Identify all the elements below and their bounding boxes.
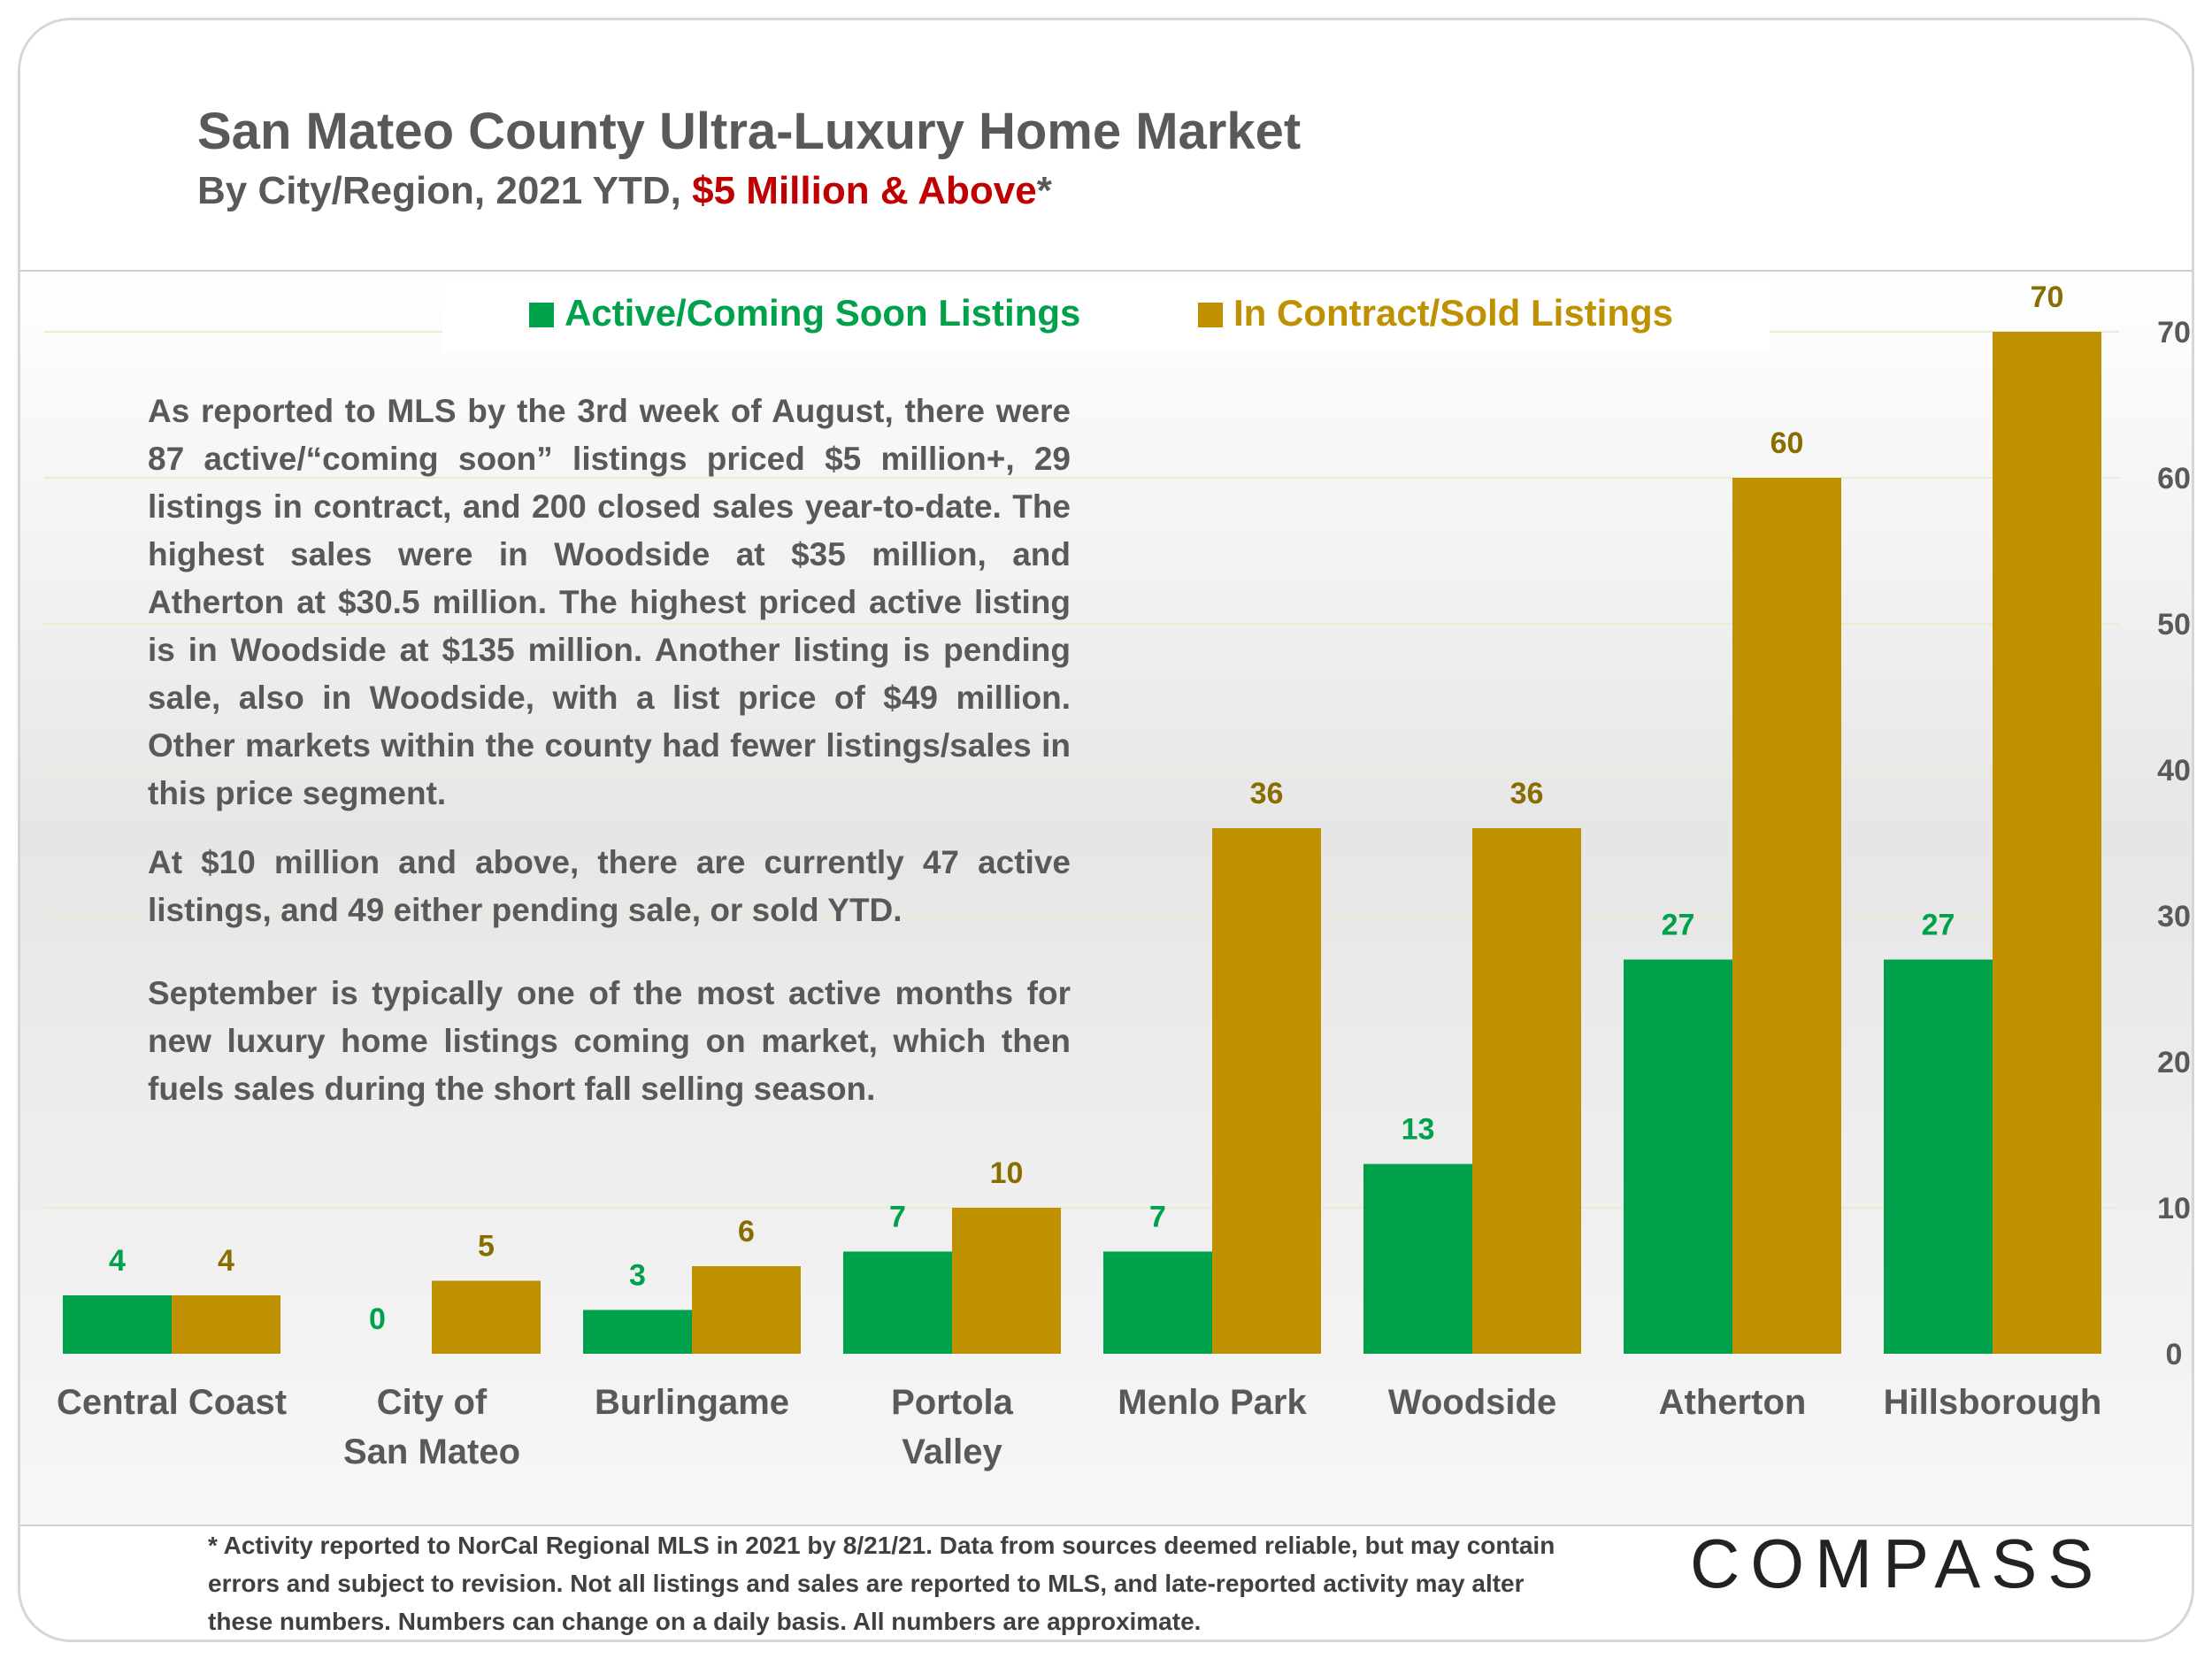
x-category-label: Portola Valley	[891, 1383, 1014, 1471]
active-data-label: 0	[369, 1302, 386, 1336]
x-category-line: Central Coast	[57, 1383, 287, 1422]
sold-data-label: 36	[1250, 777, 1284, 810]
sold-bar	[1993, 332, 2101, 1354]
legend-sold-swatch	[1198, 303, 1223, 327]
note-paragraph-3: September is typically one of the most a…	[148, 975, 1071, 1107]
x-category-label: Hillsborough	[1884, 1383, 2102, 1422]
x-category-label: Woodside	[1388, 1383, 1556, 1422]
active-data-label: 7	[1149, 1201, 1166, 1234]
active-data-label: 4	[109, 1244, 126, 1278]
sold-bar	[1732, 478, 1841, 1354]
chart-subtitle: By City/Region, 2021 YTD, $5 Million & A…	[197, 169, 1052, 213]
subtitle-highlight: $5 Million & Above	[692, 169, 1037, 212]
x-category-line: Portola	[891, 1383, 1014, 1422]
legend: Active/Coming Soon Listings In Contract/S…	[442, 281, 1770, 352]
x-category-line: Valley	[902, 1432, 1002, 1471]
note-paragraph-2: At $10 million and above, there are curr…	[148, 844, 1071, 928]
subtitle-suffix: *	[1036, 169, 1052, 212]
compass-logo: COMPASS	[1690, 1525, 2105, 1602]
sold-data-label: 60	[1770, 426, 1804, 460]
active-data-label: 27	[1922, 909, 1955, 942]
y-tick-label: 0	[2166, 1338, 2183, 1371]
y-tick-label: 30	[2157, 900, 2191, 933]
y-tick-label: 10	[2157, 1192, 2191, 1225]
sold-bar	[172, 1295, 280, 1354]
active-bar	[583, 1310, 692, 1354]
x-category-line: Burlingame	[595, 1383, 789, 1422]
y-tick-label: 60	[2157, 462, 2191, 495]
sold-bar	[1472, 828, 1581, 1354]
sold-data-label: 10	[990, 1156, 1024, 1190]
active-bar	[1624, 959, 1732, 1354]
active-data-label: 13	[1402, 1113, 1435, 1147]
chart-title: San Mateo County Ultra-Luxury Home Marke…	[197, 103, 1302, 160]
active-bar	[1103, 1251, 1212, 1354]
x-category-label: Atherton	[1659, 1383, 1807, 1422]
sold-bar	[952, 1208, 1061, 1354]
active-data-label: 3	[629, 1259, 646, 1293]
x-category-label: City of San Mateo	[343, 1383, 520, 1471]
y-tick-label: 40	[2157, 754, 2191, 787]
active-data-label: 7	[889, 1201, 906, 1234]
x-category-line: Hillsborough	[1884, 1383, 2102, 1422]
x-category-label: Central Coast	[57, 1383, 287, 1422]
y-tick-label: 70	[2157, 316, 2191, 349]
x-category-label: Burlingame	[595, 1383, 789, 1422]
commentary-text: As reported to MLS by the 3rd week of Au…	[148, 388, 1071, 1134]
footnote: * Activity reported to NorCal Regional M…	[208, 1532, 1555, 1635]
active-bar	[1884, 959, 1993, 1354]
legend-sold-label: In Contract/Sold Listings	[1233, 292, 1673, 334]
x-category-line: Woodside	[1388, 1383, 1556, 1422]
active-bar	[1363, 1164, 1472, 1354]
sold-bar	[432, 1280, 541, 1354]
x-axis-categories: Central Coast City of San Mateo Burlingame P…	[57, 1383, 2101, 1471]
sold-data-label: 5	[478, 1230, 495, 1263]
x-category-label: Menlo Park	[1118, 1383, 1307, 1422]
sold-data-label: 36	[1510, 777, 1544, 810]
legend-active-swatch	[529, 303, 554, 327]
y-tick-label: 50	[2157, 608, 2191, 641]
subtitle-prefix: By City/Region, 2021 YTD,	[197, 169, 693, 212]
sold-bar	[692, 1266, 801, 1354]
x-category-line: City of	[377, 1383, 488, 1422]
active-bar	[843, 1251, 952, 1354]
x-category-line: Menlo Park	[1118, 1383, 1307, 1422]
sold-data-label: 6	[738, 1215, 755, 1248]
x-category-line: Atherton	[1659, 1383, 1807, 1422]
legend-background	[442, 281, 1770, 352]
sold-bar	[1212, 828, 1321, 1354]
active-bar	[63, 1295, 172, 1354]
active-data-label: 27	[1662, 909, 1695, 942]
y-axis-ticks: 0 10 20 30 40 50 60 70	[2157, 316, 2191, 1371]
x-category-line: San Mateo	[343, 1432, 520, 1471]
sold-data-label: 4	[218, 1244, 234, 1278]
y-tick-label: 20	[2157, 1046, 2191, 1079]
title-area: San Mateo County Ultra-Luxury Home Marke…	[20, 20, 2192, 281]
legend-active-label: Active/Coming Soon Listings	[565, 292, 1080, 334]
bars	[63, 332, 2101, 1354]
sold-data-label: 70	[2031, 280, 2064, 314]
note-paragraph-1: As reported to MLS by the 3rd week of Au…	[148, 393, 1071, 811]
